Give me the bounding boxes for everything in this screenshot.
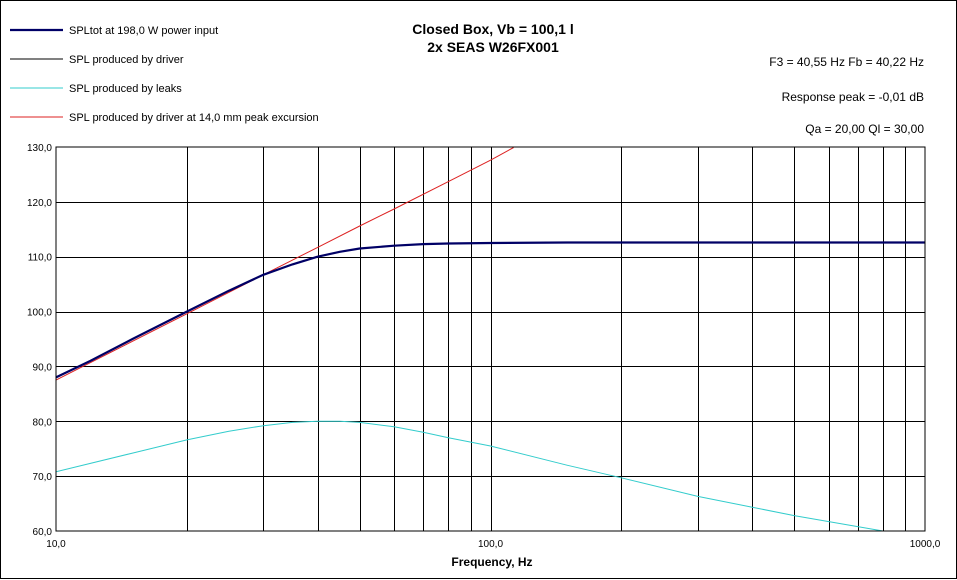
series-line-3 xyxy=(56,420,883,531)
title-line-2: 2x SEAS W26FX001 xyxy=(427,39,559,55)
series-lines xyxy=(56,147,925,531)
y-tick-label: 110,0 xyxy=(28,253,53,264)
x-tick-label: 10,0 xyxy=(46,539,66,550)
y-tick-label: 60,0 xyxy=(33,527,53,538)
f3-fb-readout: F3 = 40,55 Hz Fb = 40,22 Hz xyxy=(769,55,924,69)
legend-label: SPL produced by driver at 14,0 mm peak e… xyxy=(69,112,319,124)
y-tick-label: 100,0 xyxy=(27,308,52,319)
legend-label: SPL produced by leaks xyxy=(69,83,182,95)
legend-label: SPL produced by driver xyxy=(69,54,184,66)
chart-title: Closed Box, Vb = 100,1 l 2x SEAS W26FX00… xyxy=(412,21,573,55)
series-line-1 xyxy=(56,241,925,379)
title-line-1: Closed Box, Vb = 100,1 l xyxy=(412,21,573,37)
legend: SPLtot at 198,0 W power input SPL produce… xyxy=(10,25,319,124)
info-block: F3 = 40,55 Hz Fb = 40,22 Hz Response pea… xyxy=(769,55,924,136)
tick-labels: 60,0 70,0 80,0 90,0 100,0 110,0 120,0 130,0 10,0… xyxy=(27,143,941,550)
y-tick-label: 130,0 xyxy=(27,143,52,154)
x-tick-label: 1000,0 xyxy=(910,539,941,550)
grid xyxy=(56,147,925,531)
legend-label: SPLtot at 198,0 W power input xyxy=(69,25,218,37)
x-axis-label: Frequency, Hz xyxy=(451,555,532,569)
y-tick-label: 80,0 xyxy=(33,417,53,428)
response-peak-readout: Response peak = -0,01 dB xyxy=(782,90,924,104)
plot-border xyxy=(55,146,926,532)
y-tick-label: 70,0 xyxy=(33,472,53,483)
qa-ql-readout: Qa = 20,00 Ql = 30,00 xyxy=(805,122,924,136)
x-tick-label: 100,0 xyxy=(478,539,503,550)
y-tick-label: 120,0 xyxy=(27,198,52,209)
y-tick-label: 90,0 xyxy=(33,362,53,373)
series-line-4 xyxy=(56,147,514,381)
